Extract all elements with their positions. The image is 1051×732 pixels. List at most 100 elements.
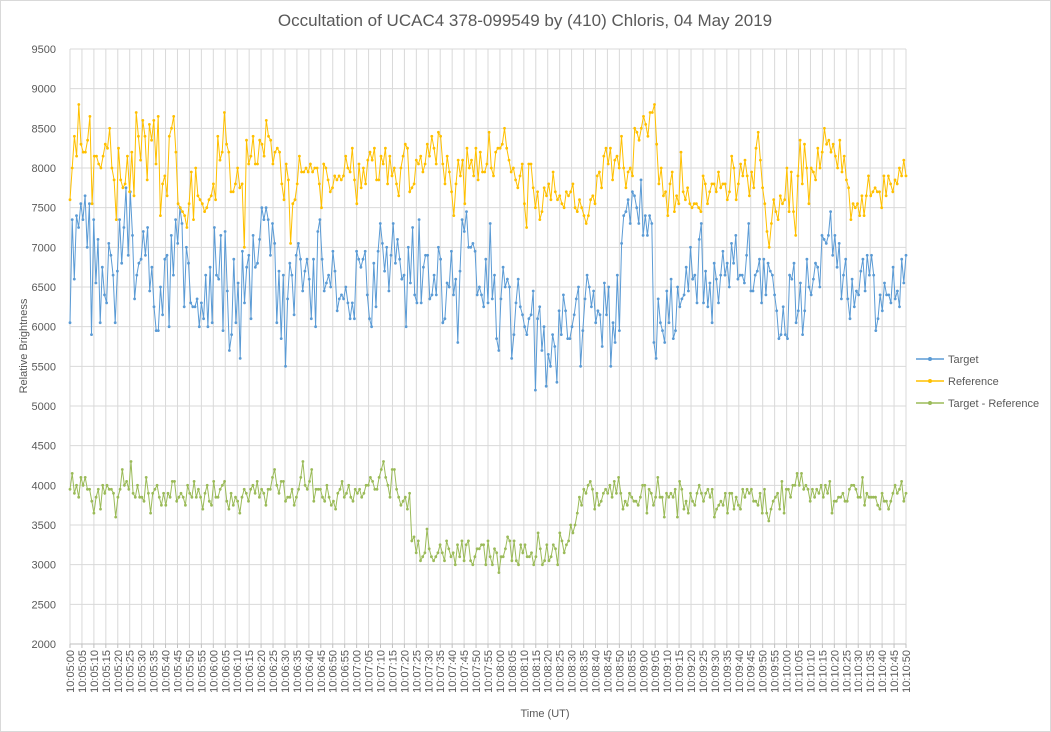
data-point: [635, 130, 639, 134]
data-point: [851, 202, 855, 206]
data-point: [857, 293, 860, 297]
data-point: [172, 115, 176, 118]
data-point: [366, 158, 370, 162]
data-point: [216, 495, 220, 499]
data-point: [157, 495, 161, 499]
data-point: [168, 495, 172, 499]
data-point: [753, 273, 757, 277]
data-point: [411, 226, 414, 229]
data-point: [880, 491, 884, 495]
data-point: [887, 174, 890, 178]
data-point: [541, 563, 544, 567]
data-point: [194, 495, 198, 499]
data-point: [159, 214, 162, 218]
data-point: [267, 134, 270, 138]
data-point: [553, 190, 557, 194]
data-point: [690, 206, 694, 210]
data-point: [342, 495, 346, 499]
data-point: [441, 321, 445, 325]
data-point: [470, 158, 473, 162]
x-tick-label: 10:10:10: [805, 650, 817, 693]
legend-swatch-marker: [928, 357, 932, 361]
data-point: [368, 150, 372, 154]
data-point: [175, 499, 179, 503]
data-point: [333, 269, 337, 273]
data-point: [141, 230, 145, 233]
data-point: [68, 198, 72, 202]
data-point: [661, 329, 664, 332]
data-point: [588, 480, 592, 483]
data-point: [143, 134, 147, 138]
x-tick-label: 10:08:05: [507, 650, 519, 693]
data-point: [681, 190, 685, 194]
data-point: [582, 214, 586, 218]
data-point: [95, 154, 98, 158]
data-point: [575, 210, 579, 214]
data-point: [231, 503, 235, 507]
data-point: [607, 285, 611, 289]
data-point: [305, 487, 309, 491]
data-point: [454, 277, 458, 281]
data-point: [631, 190, 634, 194]
data-point: [531, 186, 535, 190]
data-point: [215, 273, 218, 277]
data-point: [238, 357, 242, 360]
data-point: [510, 559, 514, 563]
data-point: [81, 483, 85, 487]
data-point: [540, 210, 544, 214]
data-point: [269, 253, 272, 257]
data-point: [359, 186, 363, 190]
data-point: [438, 543, 442, 547]
x-tick-label: 10:06:00: [208, 650, 220, 693]
data-point: [253, 491, 257, 495]
data-point: [120, 468, 124, 471]
data-point: [490, 297, 494, 301]
data-point: [300, 170, 303, 174]
data-point: [567, 539, 570, 543]
data-point: [279, 337, 283, 340]
data-point: [174, 150, 178, 154]
data-point: [101, 483, 105, 487]
data-point: [406, 507, 409, 511]
data-point: [473, 555, 477, 559]
data-point: [379, 468, 383, 471]
data-point: [105, 483, 109, 487]
data-point: [395, 487, 398, 491]
data-point: [759, 158, 762, 162]
data-point: [236, 166, 240, 170]
data-point: [210, 321, 214, 325]
data-point: [386, 182, 389, 186]
data-point: [480, 543, 483, 547]
data-point: [335, 178, 339, 182]
data-point: [793, 483, 797, 487]
data-point: [558, 531, 562, 535]
data-point: [843, 499, 847, 503]
data-point: [593, 507, 597, 511]
data-point: [234, 321, 238, 325]
legend-label: Target: [948, 354, 979, 366]
data-point: [189, 170, 193, 174]
data-point: [644, 123, 648, 126]
data-point: [806, 487, 810, 491]
data-point: [206, 325, 210, 329]
data-point: [734, 495, 738, 499]
data-point: [482, 305, 486, 309]
data-point: [654, 357, 658, 360]
data-point: [337, 174, 341, 178]
data-point: [710, 321, 714, 325]
x-tick-label: 10:06:10: [232, 650, 244, 693]
data-point: [682, 293, 686, 297]
data-point: [826, 491, 829, 495]
data-point: [103, 491, 107, 495]
data-point: [401, 154, 405, 158]
data-point: [554, 547, 557, 551]
data-point: [654, 495, 657, 499]
data-point: [665, 491, 668, 495]
data-point: [282, 198, 286, 202]
data-point: [476, 178, 480, 182]
data-point: [199, 495, 203, 499]
x-tick-label: 10:07:55: [483, 650, 495, 693]
data-point: [484, 257, 488, 261]
series-reference: [68, 103, 908, 249]
data-point: [904, 491, 908, 495]
